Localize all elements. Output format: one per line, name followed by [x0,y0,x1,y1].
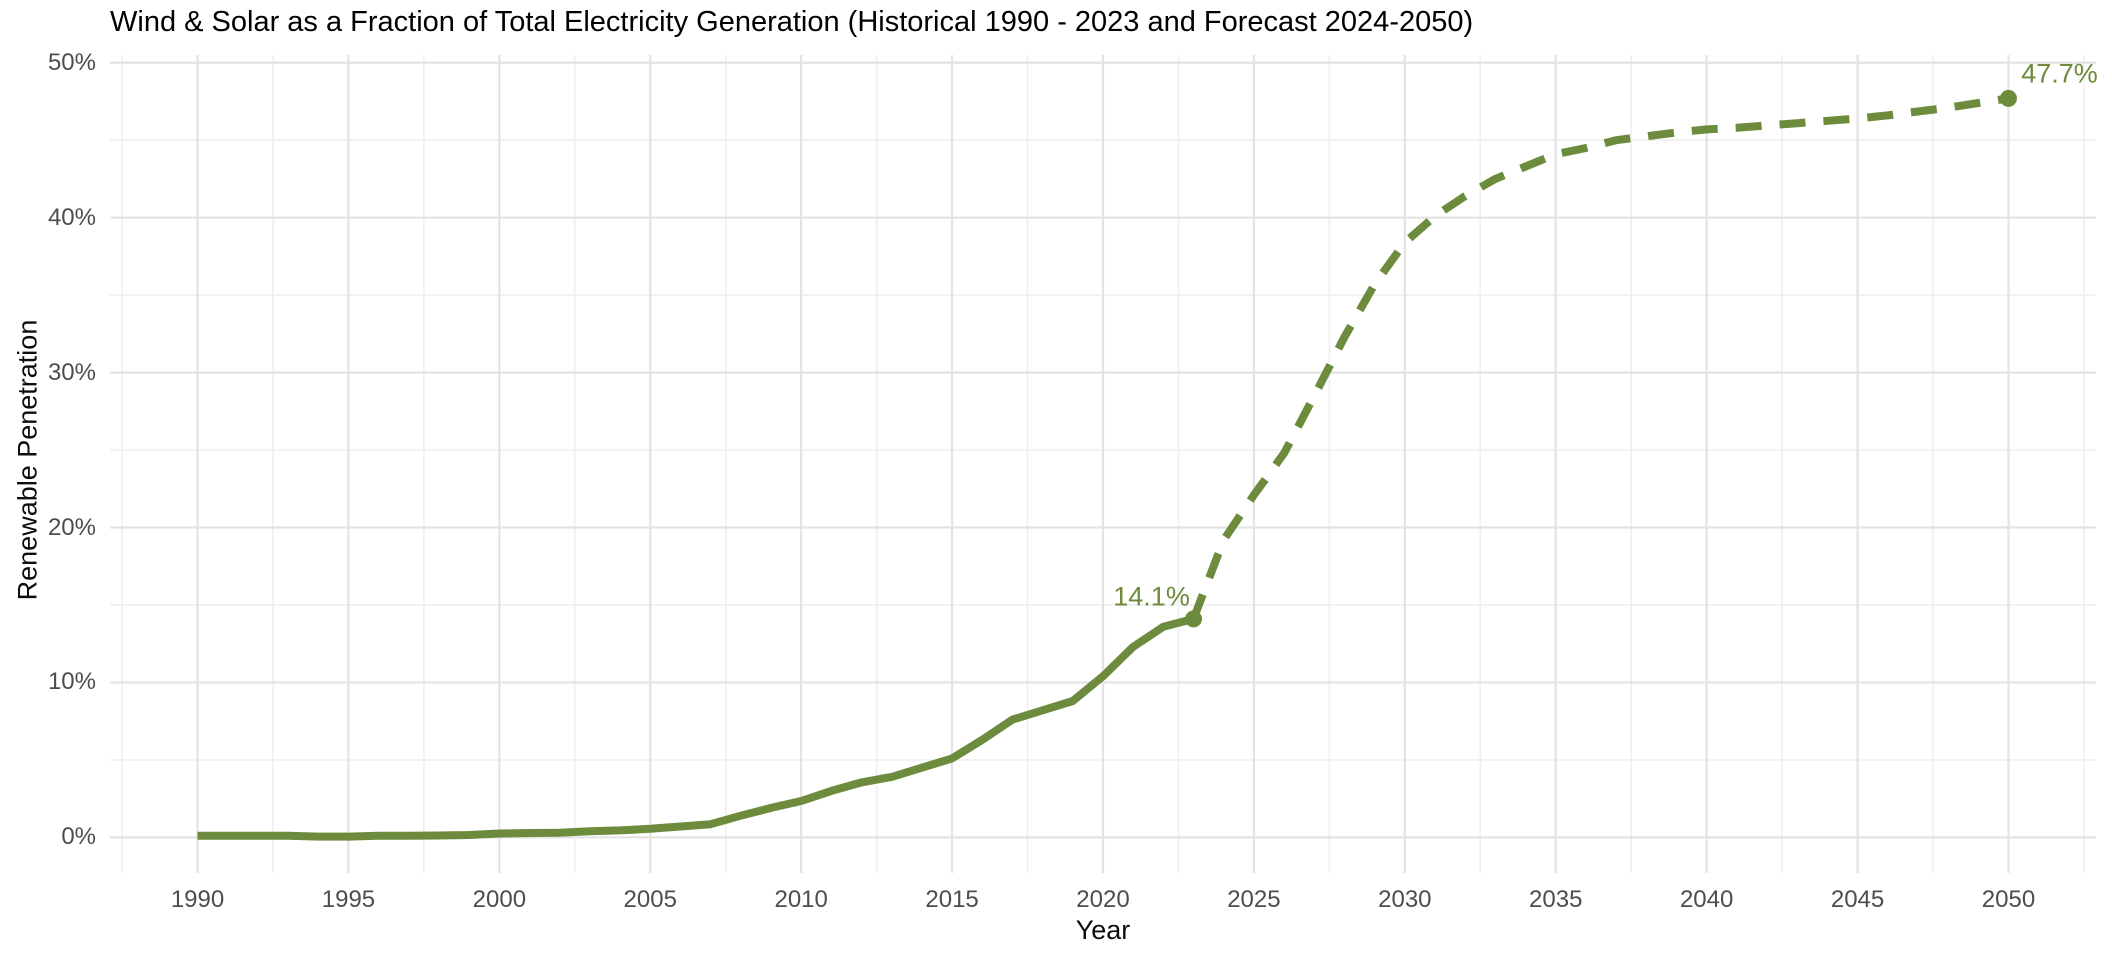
y-tick-label-0: 0% [61,823,96,851]
y-tick-label-40: 40% [47,203,96,231]
x-tick-label-2040: 2040 [1679,886,1734,913]
x-tick-label-1995: 1995 [321,886,376,913]
x-tick-label-2010: 2010 [774,886,828,913]
y-tick-label-10: 10% [47,668,96,696]
x-tick-label-2030: 2030 [1378,886,1432,913]
historical-line [197,615,1195,841]
x-tick-label-2045: 2045 [1830,886,1885,913]
x-tick-label-2005: 2005 [623,886,677,913]
x-tick-label-2000: 2000 [472,886,527,913]
y-tick-label-30: 30% [47,358,96,386]
data-point-2023 [1185,610,1203,628]
y-tick-label-20: 20% [47,513,96,541]
chart-title: Wind & Solar as a Fraction of Total Elec… [110,6,1474,38]
data-label-2023: 14.1% [1113,581,1190,612]
x-tick-label-2025: 2025 [1227,886,1281,913]
x-tick-label-2035: 2035 [1529,886,1583,913]
x-tick-label-2050: 2050 [1981,886,2036,913]
x-axis-title: Year [1075,915,1131,945]
x-tick-label-1990: 1990 [170,886,225,913]
x-tick-label-2020: 2020 [1076,886,1130,913]
data-label-2050: 47.7% [2021,58,2098,89]
x-tick-label-2015: 2015 [925,886,979,913]
forecast-line [1189,94,2010,621]
y-tick-label-50: 50% [47,48,96,76]
data-point-2050 [1999,89,2017,107]
